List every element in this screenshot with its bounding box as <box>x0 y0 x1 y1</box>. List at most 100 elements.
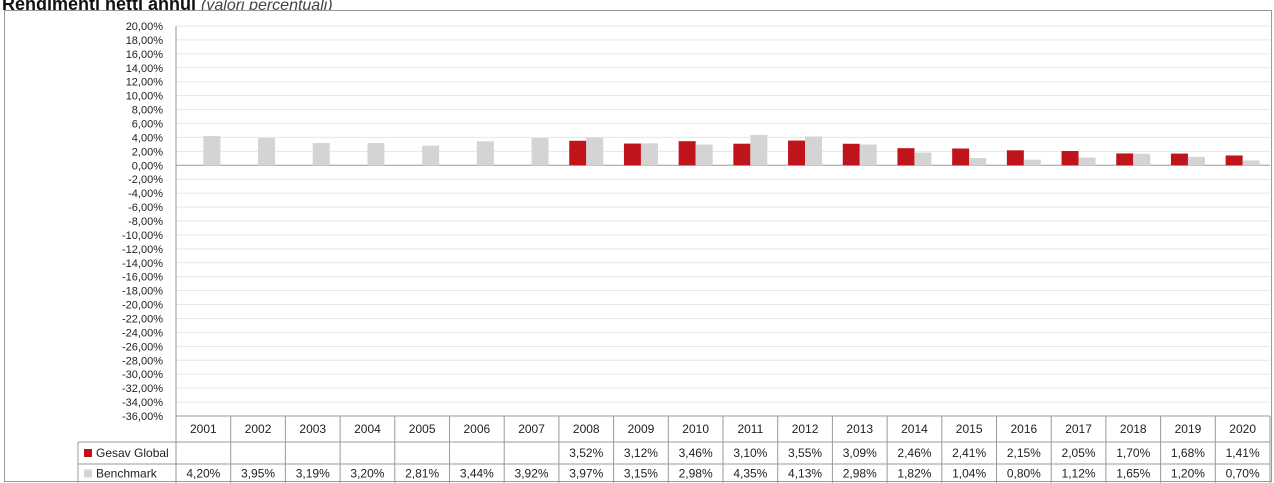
data-label: 1,12% <box>1062 467 1096 481</box>
y-tick-label: 6,00% <box>132 119 163 131</box>
data-label: 2,41% <box>952 446 986 460</box>
y-tick-label: 12,00% <box>126 77 164 89</box>
data-label: 2,46% <box>897 446 931 460</box>
data-label: 2,98% <box>843 467 877 481</box>
data-label: 3,09% <box>843 446 877 460</box>
category-label: 2003 <box>299 422 326 436</box>
data-label: 1,41% <box>1226 446 1260 460</box>
y-tick-label: -12,00% <box>122 244 163 256</box>
bar-gesav-global <box>679 141 696 165</box>
data-label: 4,13% <box>788 467 822 481</box>
bar-benchmark <box>914 153 931 166</box>
data-label: 1,20% <box>1171 467 1205 481</box>
data-label: 3,19% <box>296 467 330 481</box>
category-label: 2017 <box>1065 422 1092 436</box>
data-label: 3,97% <box>569 467 603 481</box>
bar-benchmark <box>696 145 713 166</box>
data-label: 3,44% <box>460 467 494 481</box>
bar-benchmark <box>750 135 767 165</box>
data-label: 3,52% <box>569 446 603 460</box>
bar-benchmark <box>641 143 658 165</box>
bar-benchmark <box>1079 157 1096 165</box>
data-label: 3,20% <box>350 467 384 481</box>
bar-benchmark <box>1024 160 1041 166</box>
bar-benchmark <box>586 138 603 166</box>
bar-gesav-global <box>952 149 969 166</box>
y-tick-label: -22,00% <box>122 314 163 326</box>
bar-benchmark <box>367 143 384 165</box>
category-label: 2018 <box>1120 422 1147 436</box>
y-tick-label: -16,00% <box>122 272 163 284</box>
category-label: 2020 <box>1229 422 1256 436</box>
y-tick-label: -28,00% <box>122 355 163 367</box>
y-tick-label: -20,00% <box>122 300 163 312</box>
bar-benchmark <box>805 137 822 166</box>
y-tick-label: 14,00% <box>126 63 164 75</box>
y-tick-label: 4,00% <box>132 132 163 144</box>
data-label: 0,70% <box>1226 467 1260 481</box>
category-label: 2019 <box>1175 422 1202 436</box>
data-label: 0,80% <box>1007 467 1041 481</box>
bar-benchmark <box>532 138 549 165</box>
y-tick-label: -36,00% <box>122 411 163 423</box>
data-label: 1,65% <box>1116 467 1150 481</box>
data-label: 1,04% <box>952 467 986 481</box>
data-label: 2,05% <box>1062 446 1096 460</box>
legend-label-gesav-global: Gesav Global <box>96 446 169 460</box>
data-label: 2,98% <box>679 467 713 481</box>
bar-gesav-global <box>788 141 805 166</box>
bar-benchmark <box>860 145 877 166</box>
data-label: 3,10% <box>733 446 767 460</box>
y-tick-label: 2,00% <box>132 146 163 158</box>
bar-benchmark <box>422 146 439 166</box>
y-tick-label: -4,00% <box>128 188 163 200</box>
bar-benchmark <box>1188 157 1205 165</box>
y-tick-label: 18,00% <box>126 35 164 47</box>
data-label: 1,82% <box>897 467 931 481</box>
bar-gesav-global <box>624 144 641 166</box>
data-label: 4,35% <box>733 467 767 481</box>
legend-swatch-gesav-global <box>84 449 92 457</box>
y-tick-label: -6,00% <box>128 202 163 214</box>
category-label: 2011 <box>737 422 763 436</box>
bar-benchmark <box>1133 154 1150 165</box>
category-label: 2012 <box>792 422 819 436</box>
bar-benchmark <box>477 141 494 165</box>
category-label: 2008 <box>573 422 600 436</box>
bar-gesav-global <box>1171 154 1188 166</box>
y-tick-label: -26,00% <box>122 341 163 353</box>
y-tick-label: 20,00% <box>126 21 164 33</box>
data-label: 2,81% <box>405 467 439 481</box>
category-label: 2013 <box>846 422 873 436</box>
data-label: 2,15% <box>1007 446 1041 460</box>
bar-gesav-global <box>897 148 914 165</box>
y-tick-label: -32,00% <box>122 383 163 395</box>
data-label: 3,15% <box>624 467 658 481</box>
bar-gesav-global <box>569 141 586 166</box>
bar-benchmark <box>203 136 220 165</box>
bar-gesav-global <box>733 144 750 166</box>
category-label: 2007 <box>518 422 545 436</box>
legend-swatch-benchmark <box>84 470 92 478</box>
y-tick-label: -34,00% <box>122 397 163 409</box>
data-label: 1,70% <box>1116 446 1150 460</box>
category-label: 2016 <box>1010 422 1037 436</box>
bar-gesav-global <box>1062 151 1079 165</box>
y-tick-label: 10,00% <box>126 91 164 103</box>
y-tick-label: -2,00% <box>128 174 163 186</box>
bar-benchmark <box>258 138 275 166</box>
bar-gesav-global <box>843 144 860 166</box>
y-tick-label: -24,00% <box>122 327 163 339</box>
data-label: 3,55% <box>788 446 822 460</box>
data-label: 3,12% <box>624 446 658 460</box>
legend-label-benchmark: Benchmark <box>96 467 158 481</box>
data-label: 3,95% <box>241 467 275 481</box>
category-label: 2009 <box>628 422 655 436</box>
bar-gesav-global <box>1226 155 1243 165</box>
y-tick-label: 8,00% <box>132 105 163 117</box>
y-tick-label: -30,00% <box>122 369 163 381</box>
category-label: 2014 <box>901 422 928 436</box>
category-label: 2006 <box>463 422 490 436</box>
data-label: 1,68% <box>1171 446 1205 460</box>
